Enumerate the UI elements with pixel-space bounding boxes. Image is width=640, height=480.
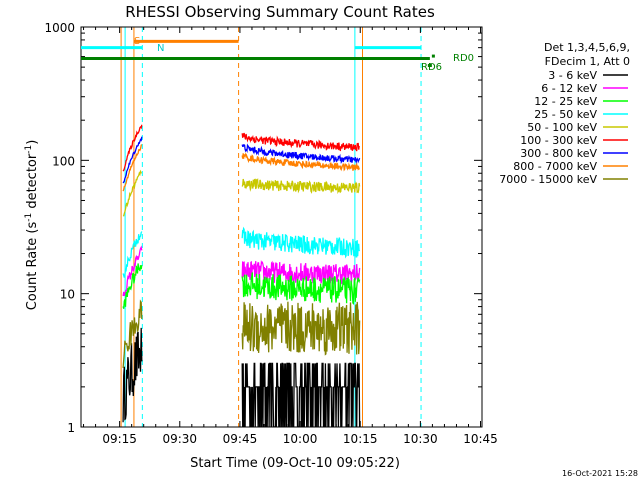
series-line-100to300keV-main [241,132,361,152]
series-line-300to800keV [122,136,143,184]
y-tick-label: 1000 [44,21,75,35]
legend-header-2: FDecim 1, Att 0 [545,55,630,68]
legend-label: 300 - 800 keV [520,147,597,160]
chart-title: RHESSI Observing Summary Count Rates [125,3,435,21]
series-line-12to25keV-main [241,272,361,306]
series-line-7000to15000keV-main [241,301,361,356]
legend-label: 50 - 100 keV [527,121,597,134]
plot-area [80,27,422,428]
legend-label: 3 - 6 keV [548,69,597,82]
x-tick-label: 10:15 [343,432,378,446]
legend-label: 25 - 50 keV [534,108,597,121]
status-label-s: S [134,36,140,47]
series-line-3to6keV [122,327,143,423]
series-line-800to7000keV-main [241,152,361,172]
legend-label: 100 - 300 keV [520,134,597,147]
footer-date: 16-Oct-2021 15:28 [562,469,638,478]
status-bars [81,39,435,67]
x-axis-label: Start Time (09-Oct-10 09:05:22) [190,456,400,471]
axes: 09:15 09:30 09:45 10:00 10:15 10:30 10:45 1 10 10… [44,21,497,446]
status-label-rd6: RD6 [421,62,442,73]
x-tick-label: 09:30 [162,432,197,446]
series-line-50to100keV-main [241,177,361,195]
y-tick-label: 100 [52,154,75,168]
legend: Det 1,3,4,5,6,9, FDecim 1, Att 0 3 - 6 k… [499,41,630,186]
x-tick-label: 09:45 [223,432,258,446]
legend-label: 6 - 12 keV [541,82,597,95]
series-line-25to50keV-main [241,226,361,259]
legend-label: 12 - 25 keV [534,95,597,108]
series-line-25to50keV [122,231,143,278]
legend-label: 7000 - 15000 keV [499,173,597,186]
x-tick-label: 10:30 [403,432,438,446]
legend-header-1: Det 1,3,4,5,6,9, [544,41,630,54]
y-axis-label: Count Rate (s-1 detector-1) [24,140,40,311]
y-tick-label: 10 [60,288,75,302]
status-label-rd0: RD0 [453,53,474,64]
y-label-part3: ) [25,140,40,145]
plot-frame [80,26,483,428]
y-label-part1: Count Rate (s [25,222,40,311]
x-tick-label: 10:45 [463,432,498,446]
series-line-50to100keV [122,169,142,217]
status-rd6-marker [427,63,432,67]
series-line-800to7000keV [122,144,143,192]
series-line-300to800keV-main [241,143,361,164]
y-tick-label: 1 [67,421,75,435]
series-line-3to6keV-main [241,362,361,428]
x-tick-label: 09:15 [102,432,137,446]
series-line-100to300keV [122,124,143,172]
series-line-6to12keV [122,245,143,297]
status-rd0-marker [431,54,435,58]
y-label-sup1: -1 [24,213,34,222]
y-label-sup2: -1 [24,145,34,154]
series-line-12to25keV [122,263,143,309]
legend-label: 800 - 7000 keV [513,160,597,173]
x-tick-label: 10:00 [283,432,318,446]
status-label-n: N [157,43,164,54]
series-line-6to12keV-main [241,260,361,285]
y-label-part2: detector [25,153,40,213]
series-line-7000to15000keV [122,299,143,368]
